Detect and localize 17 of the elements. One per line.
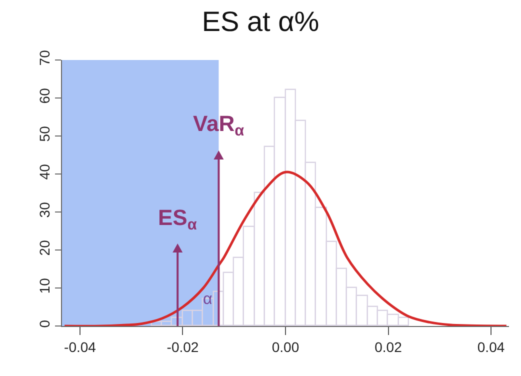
y-tick-label: 70 <box>36 50 52 66</box>
x-tick-label: 0.02 <box>374 338 402 355</box>
y-tick-label: 40 <box>36 164 52 180</box>
y-tick-label: 30 <box>36 202 52 218</box>
line-series <box>63 170 508 326</box>
x-tick-label: 0.00 <box>272 338 300 355</box>
annotation: α <box>203 291 212 308</box>
y-tick-label: 0 <box>36 320 52 328</box>
chart-title: ES at α% <box>202 6 320 37</box>
ref-line-label: ES$_{α}$ <box>158 205 198 234</box>
x-tick-label: -0.02 <box>166 338 199 355</box>
y-tick-label: 60 <box>36 88 52 104</box>
x-tick-label: -0.04 <box>64 338 96 355</box>
x-tick-label: 0.04 <box>477 338 505 355</box>
y-tick-label: 20 <box>36 240 52 256</box>
y-tick-label: 50 <box>36 126 52 142</box>
y-tick-label: 10 <box>36 278 52 294</box>
